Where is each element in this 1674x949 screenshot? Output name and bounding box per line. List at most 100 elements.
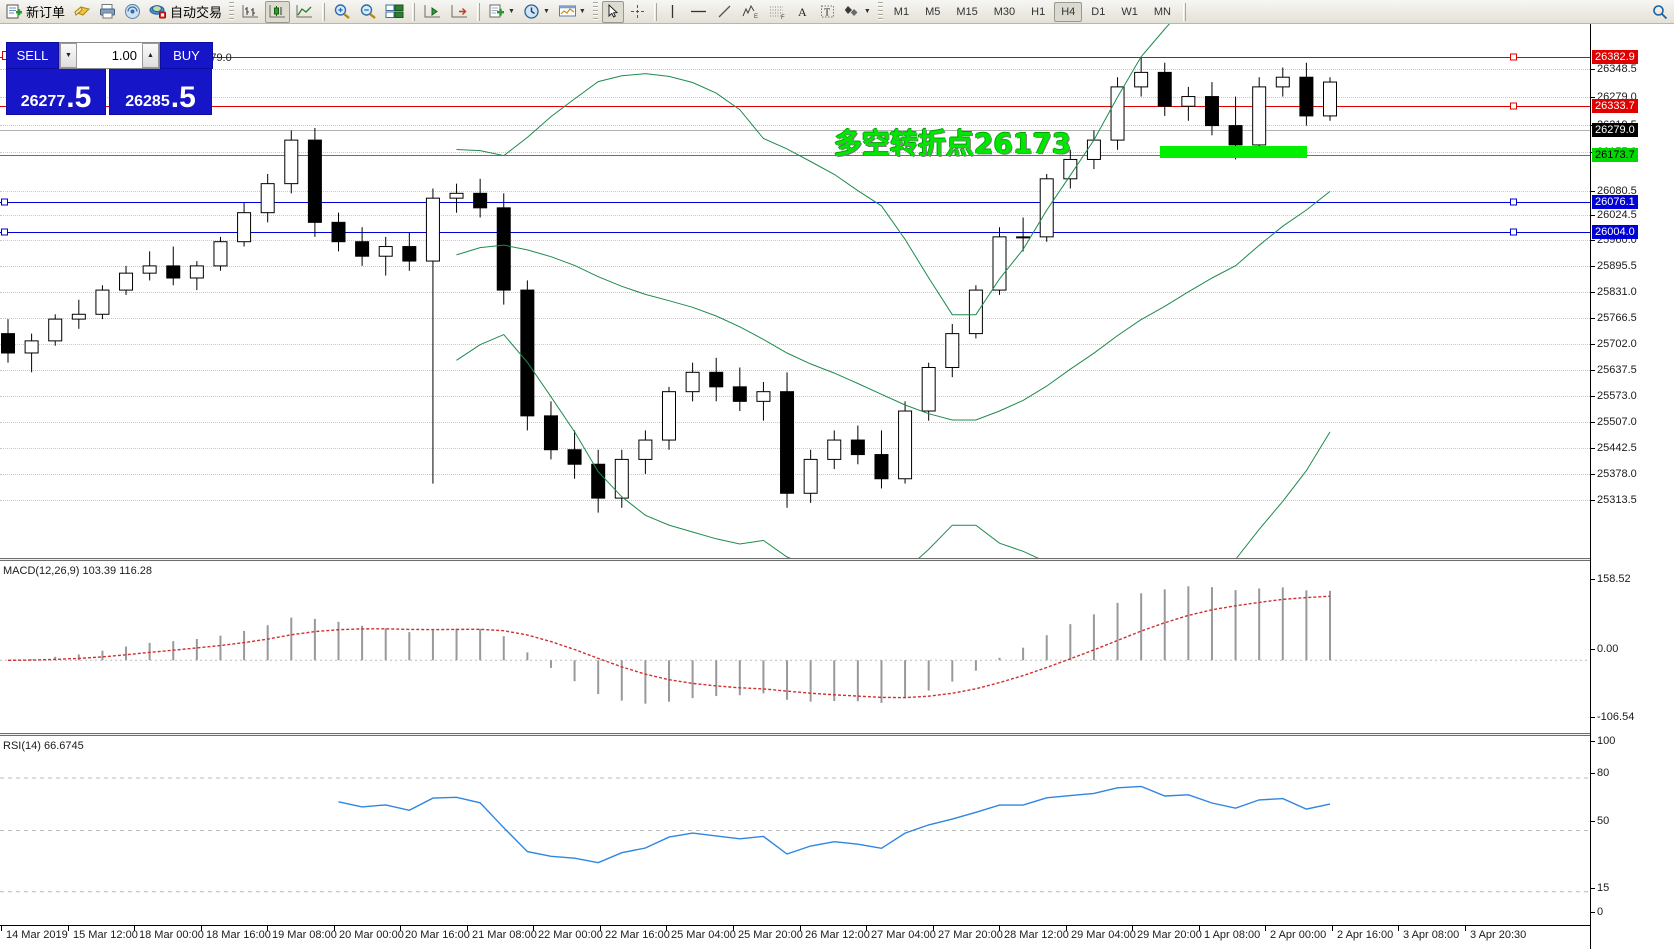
print-button[interactable] [96, 1, 119, 23]
toolbar-grip-2[interactable] [592, 2, 598, 21]
support-level-chip[interactable]: 26076.1 [1592, 195, 1638, 209]
time-axis[interactable]: 14 Mar 2019 15 Mar 12:00 18 Mar 00:00 18 Ma… [0, 925, 1590, 949]
period-button[interactable]: ▼ [520, 1, 553, 23]
chart-shift-icon [424, 5, 441, 18]
zoom-in-button[interactable] [330, 1, 354, 23]
time-tick: 2 Apr 16:00 [1331, 925, 1394, 941]
zoom-in-icon [334, 4, 350, 19]
timeframe-mn[interactable]: MN [1153, 5, 1171, 18]
price-tick: 26024.5 [1591, 209, 1637, 221]
highlight-zone[interactable] [1160, 146, 1307, 158]
rsi-pane-separator[interactable] [0, 733, 1674, 736]
profile-button[interactable] [70, 1, 94, 23]
resistance-level-chip-2[interactable]: 26333.7 [1592, 99, 1638, 113]
search-button[interactable] [1649, 1, 1671, 23]
level-line-26173[interactable] [0, 155, 1590, 156]
shapes-button[interactable]: ▼ [841, 1, 874, 23]
auto-scroll-button[interactable] [447, 1, 472, 23]
toolbar-grip-3[interactable] [877, 2, 883, 21]
timeframe-h1[interactable]: H1 [1031, 5, 1046, 18]
vertical-line-button[interactable] [662, 1, 684, 23]
chart-annotation-text[interactable]: 多空转折点26173 [834, 127, 1072, 160]
indicators-button[interactable]: ▼ [555, 1, 589, 23]
toolbar-grip[interactable] [229, 2, 235, 21]
price-gridline [0, 266, 1590, 267]
current-price-chip[interactable]: 26279.0 [1592, 123, 1638, 137]
svg-text:A: A [798, 5, 807, 19]
buy-button[interactable]: BUY [160, 42, 213, 69]
new-order-icon [6, 4, 22, 19]
level-line-26076-handle-2[interactable] [1510, 198, 1517, 206]
time-tick: 22 Mar 16:00 [600, 925, 670, 941]
volume-input[interactable]: ▼ 1.00 ▲ [59, 42, 160, 69]
new-order-button[interactable]: 新订单 [3, 1, 68, 23]
chevron-down-icon-2[interactable]: ▼ [542, 8, 550, 15]
signals-icon [125, 4, 141, 19]
macd-series [0, 586, 1590, 704]
price-axis[interactable]: 26348.526279.026219.526155.026080.526024… [1590, 24, 1674, 949]
macd-label: MACD(12,26,9) 103.39 116.28 [3, 565, 152, 577]
level-line-26004-handle-2[interactable] [1510, 228, 1517, 236]
signals-button[interactable] [121, 1, 144, 23]
level-line-26004-handle[interactable] [1, 228, 8, 236]
price-tick: 26080.5 [1591, 185, 1637, 197]
volume-increment-button[interactable]: ▲ [142, 43, 159, 68]
rsi-pane[interactable] [0, 737, 1590, 924]
price-pane[interactable] [0, 24, 1590, 561]
fibonacci-button[interactable]: F [765, 1, 790, 23]
level-line-26382[interactable] [0, 57, 1590, 58]
bar-chart-button[interactable] [238, 1, 263, 23]
price-tick: 25313.5 [1591, 494, 1637, 506]
zoom-out-button[interactable] [356, 1, 380, 23]
macd-pane[interactable] [0, 562, 1590, 734]
timeframe-m1[interactable]: M1 [893, 5, 910, 18]
text-label-button[interactable]: T [816, 1, 839, 23]
timeframe-h4[interactable]: H4 [1054, 1, 1083, 22]
trendline-button[interactable] [713, 1, 736, 23]
chevron-down-icon[interactable]: ▼ [508, 8, 515, 15]
chart-area[interactable]: DJ30-,H4 26241.0 26279.0 26241.0 26279.0… [0, 24, 1674, 949]
price-gridline [0, 240, 1590, 241]
timeframe-w1[interactable]: W1 [1121, 5, 1138, 18]
one-click-trading-panel[interactable]: SELL ▼ 1.00 ▲ BUY 26277 .5 26285 .5 [6, 42, 213, 115]
sell-price[interactable]: 26277 .5 [6, 69, 106, 115]
volume-decrement-button[interactable]: ▼ [60, 43, 77, 68]
level-line-26333[interactable] [0, 106, 1590, 107]
support-level-chip-2[interactable]: 26004.0 [1592, 225, 1638, 239]
bollinger-middle-band [456, 191, 1331, 421]
tile-windows-button[interactable] [382, 1, 407, 23]
chevron-down-icon-3[interactable]: ▼ [578, 8, 586, 15]
volume-value[interactable]: 1.00 [77, 43, 142, 68]
macd-pane-separator[interactable] [0, 558, 1674, 561]
level-line-26382-handle[interactable] [1510, 53, 1517, 61]
buy-price[interactable]: 26285 .5 [109, 69, 212, 115]
candlestick-chart-button[interactable] [265, 0, 291, 23]
cursor-button[interactable] [601, 0, 624, 23]
chart-shift-button[interactable] [420, 1, 445, 23]
level-line-26076[interactable] [0, 202, 1590, 203]
rsi-tick: 0 [1591, 906, 1603, 918]
templates-button[interactable]: ▼ [485, 1, 518, 23]
level-line-26004[interactable] [0, 232, 1590, 233]
expert-advisor-button[interactable]: 自动交易 [146, 1, 225, 23]
timeframe-d1[interactable]: D1 [1091, 5, 1106, 18]
pivot-level-chip[interactable]: 26173.7 [1592, 148, 1638, 162]
level-line-26279[interactable] [0, 130, 1590, 131]
crosshair-button[interactable] [626, 1, 649, 23]
price-gridline [0, 474, 1590, 475]
line-chart-icon [296, 5, 313, 18]
text-button[interactable]: A [792, 1, 814, 23]
line-chart-button[interactable] [292, 1, 317, 23]
level-line-26333-handle[interactable] [1510, 102, 1517, 110]
timeframe-m15[interactable]: M15 [956, 5, 978, 18]
level-line-26076-handle[interactable] [1, 198, 8, 206]
crosshair-icon [630, 5, 644, 18]
chevron-down-icon-4[interactable]: ▼ [863, 8, 871, 15]
timeframe-m30[interactable]: M30 [993, 5, 1016, 18]
time-tick: 18 Mar 00:00 [134, 925, 204, 941]
horizontal-line-button[interactable] [686, 1, 711, 23]
timeframe-m5[interactable]: M5 [925, 5, 941, 18]
resistance-level-chip[interactable]: 26382.9 [1592, 50, 1638, 64]
sell-button[interactable]: SELL [6, 42, 59, 69]
elliott-wave-button[interactable]: E [738, 1, 763, 23]
